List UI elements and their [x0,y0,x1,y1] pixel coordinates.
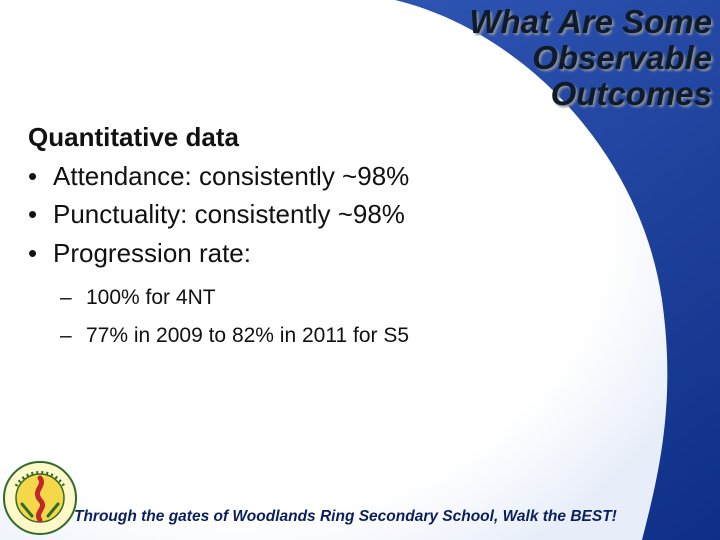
bullet-item: • Punctuality: consistently ~98% [28,199,588,230]
bullet-item: • Progression rate: [28,238,588,269]
title-line: Outcomes [550,74,712,112]
bullet-marker: • [28,161,38,192]
slide-title: What Are Some Observable Outcomes [312,4,712,112]
school-logo-icon [3,461,77,535]
bullet-item: • Attendance: consistently ~98% [28,161,588,192]
sub-bullet-item: – 77% in 2009 to 82% in 2011 for S5 [28,323,588,348]
sub-bullet-text: 77% in 2009 to 82% in 2011 for S5 [86,323,410,347]
bullet-text: Attendance: consistently ~98% [53,161,410,192]
title-line: What Are Some [469,3,712,40]
sub-bullet-item: – 100% for 4NT [28,285,588,310]
title-line: Observable [532,38,712,76]
dash-marker: – [60,323,72,347]
bullet-marker: • [28,237,38,268]
footer-slogan: Through the gates of Woodlands Ring Seco… [74,508,617,525]
sub-bullet-list: – 100% for 4NT – 77% in 2009 to 82% in 2… [28,285,588,348]
bullet-text: Progression rate: [53,237,251,268]
section-heading: Quantitative data [28,122,239,152]
sub-bullet-text: 100% for 4NT [86,285,216,309]
dash-marker: – [60,285,72,309]
bullet-text: Punctuality: consistently ~98% [53,199,405,230]
bullet-marker: • [28,199,38,230]
slide-body: Quantitative data • Attendance: consiste… [28,122,588,361]
